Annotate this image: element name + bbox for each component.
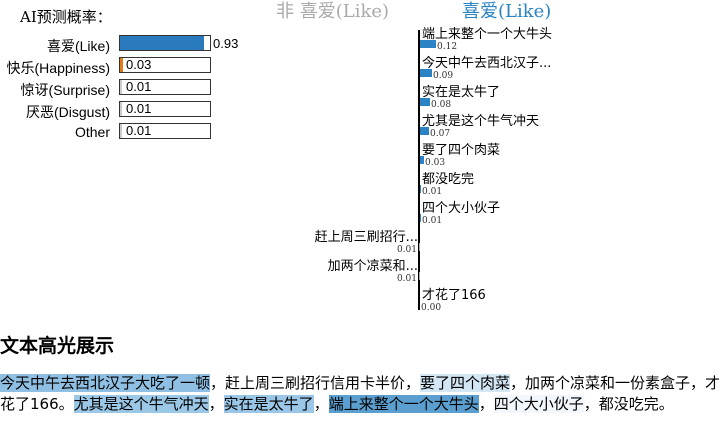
word-label: 实在是太牛了: [422, 85, 501, 100]
word-label: 才花了166: [422, 288, 486, 303]
negative-class-header: 非 喜爱(Like): [276, 1, 390, 22]
word-label: 今天中午去西北汉子...: [422, 56, 552, 71]
prob-bar-fill: [120, 58, 123, 72]
plain-segment: ，: [208, 395, 224, 413]
plain-segment: ，: [313, 395, 329, 413]
word-label: 都没吃完: [422, 172, 475, 187]
word-value: 0.01: [422, 216, 443, 226]
word-bar: [420, 98, 430, 106]
highlight-text: 今天中午去西北汉子大吃了一顿，赶上周三刷招行信用卡半价，要了四个肉菜，加两个凉菜…: [0, 373, 728, 415]
word-value: 0.01: [422, 187, 443, 197]
highlight-segment: 今天中午去西北汉子大吃了一顿: [0, 374, 211, 392]
word-label: 赶上周三刷招行...: [314, 230, 418, 245]
prob-label: 快乐(Happiness): [6, 60, 110, 76]
prob-value: 0.01: [126, 101, 152, 116]
word-value: 0.07: [430, 129, 451, 139]
word-value: 0.12: [437, 42, 458, 52]
prob-bar: [119, 123, 211, 139]
prob-panel-title: AI预测概率：: [20, 8, 112, 26]
prob-value: 0.01: [126, 123, 152, 138]
word-bar: [419, 243, 420, 251]
word-bar: [419, 272, 420, 280]
plain-segment: ，都没吃完。: [583, 395, 674, 413]
prob-bar: [119, 57, 211, 73]
word-label: 四个大小伙子: [422, 201, 501, 216]
prob-value: 0.03: [126, 57, 152, 72]
prob-bar: [119, 101, 211, 117]
highlight-segment: 要了四个肉菜: [420, 374, 511, 392]
word-value: 0.03: [425, 158, 446, 168]
prob-bar-fill: [120, 80, 122, 94]
word-label: 端上来整个一个大牛头: [422, 27, 553, 42]
prob-bar: [119, 35, 211, 51]
prob-row: 惊讶(Surprise) 0.01: [0, 79, 260, 98]
word-value: 0.01: [396, 274, 417, 284]
word-label: 尤其是这个牛气冲天: [422, 114, 540, 129]
prob-bar-fill: [120, 102, 122, 116]
word-bar: [420, 127, 429, 135]
word-bar: [420, 40, 436, 48]
word-bar: [420, 69, 432, 77]
prob-row: 喜爱(Like) 0.93: [0, 35, 260, 54]
prob-label: 惊讶(Surprise): [20, 82, 110, 98]
prob-bar: [119, 79, 211, 95]
prob-bar-fill: [120, 124, 122, 138]
word-value: 0.09: [433, 71, 454, 81]
highlight-segment: 尤其是这个牛气冲天: [73, 395, 209, 413]
plain-segment: ，: [478, 395, 494, 413]
word-bar: [420, 185, 421, 193]
plain-segment: ，加两个凉菜和一份素盒子，才花了166。: [0, 374, 721, 413]
prob-label: 厌恶(Disgust): [25, 104, 110, 120]
word-value: 0.08: [431, 100, 452, 110]
positive-class-header: 喜爱(Like): [462, 1, 552, 22]
prob-value: 0.01: [126, 79, 152, 94]
prob-label: Other: [74, 124, 110, 140]
prob-row: Other 0.01: [0, 123, 260, 141]
highlight-title: 文本高光展示: [0, 335, 115, 357]
plain-segment: ，赶上周三刷招行信用卡半价，: [210, 374, 421, 392]
word-bar: [420, 156, 424, 164]
word-value: 0.00: [421, 303, 442, 313]
word-bar: [420, 214, 421, 222]
prob-row: 厌恶(Disgust) 0.01: [0, 101, 260, 120]
chart-axis: [418, 30, 420, 310]
highlight-segment: 四个大小伙子: [493, 395, 584, 413]
prob-bar-fill: [120, 36, 204, 50]
prob-label: 喜爱(Like): [46, 38, 110, 54]
highlight-segment: 端上来整个一个大牛头: [328, 395, 479, 413]
highlight-segment: 实在是太牛了: [223, 395, 314, 413]
prob-row: 快乐(Happiness) 0.03: [0, 57, 260, 76]
prob-value: 0.93: [213, 36, 239, 51]
word-label: 加两个凉菜和...: [327, 259, 418, 274]
word-value: 0.01: [396, 245, 417, 255]
word-label: 要了四个肉菜: [422, 143, 501, 158]
